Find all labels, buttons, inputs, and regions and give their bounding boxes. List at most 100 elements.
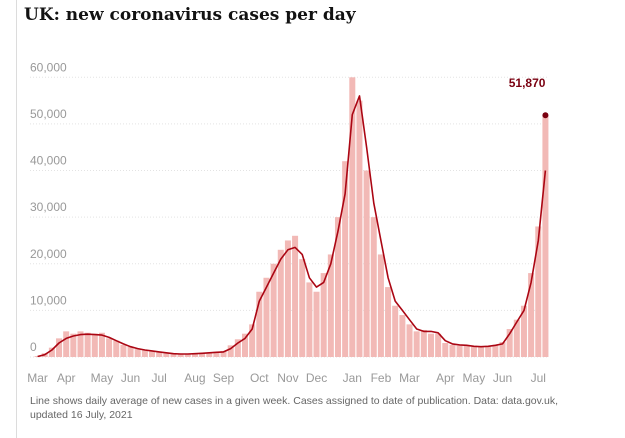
bar xyxy=(170,353,177,357)
bar xyxy=(413,331,420,357)
bar xyxy=(98,332,105,357)
bar xyxy=(199,352,206,357)
bar xyxy=(270,263,277,357)
x-tick-label: Mar xyxy=(27,371,48,385)
bar xyxy=(48,347,55,357)
bar xyxy=(385,287,392,357)
y-tick-label: 10,000 xyxy=(30,293,67,307)
bar xyxy=(106,338,113,357)
bar xyxy=(470,346,477,357)
bar xyxy=(220,350,227,357)
bar xyxy=(141,350,148,357)
bar xyxy=(184,353,191,357)
x-tick-label: Apr xyxy=(57,371,76,385)
bar xyxy=(292,235,299,357)
bar xyxy=(363,170,370,357)
y-tick-label: 0 xyxy=(30,340,37,354)
bar xyxy=(313,291,320,357)
bar xyxy=(91,333,98,357)
bar xyxy=(463,345,470,357)
bar xyxy=(356,100,363,358)
bar xyxy=(299,259,306,357)
bar xyxy=(70,333,77,357)
note: Line shows daily average of new cases in… xyxy=(30,395,558,407)
bar xyxy=(520,305,527,357)
bar xyxy=(149,351,156,357)
bar xyxy=(342,161,349,357)
x-tick-label: Feb xyxy=(371,371,392,385)
y-tick-label: 40,000 xyxy=(30,154,67,168)
x-tick-label: Jun xyxy=(493,371,512,385)
chart-title: UK: new coronavirus cases per day xyxy=(24,5,357,25)
bar xyxy=(77,331,84,357)
x-tick-label: Jul xyxy=(152,371,167,385)
bar xyxy=(406,324,413,357)
bar xyxy=(377,254,384,357)
bar xyxy=(370,217,377,357)
y-tick-label: 30,000 xyxy=(30,200,67,214)
bar xyxy=(306,282,313,357)
x-tick-label: Sep xyxy=(213,371,235,385)
bar xyxy=(528,273,535,357)
bar xyxy=(420,329,427,357)
bar xyxy=(327,254,334,357)
x-tick-label: May xyxy=(463,371,486,385)
bar xyxy=(249,324,256,357)
x-tick-label: Mar xyxy=(399,371,420,385)
x-tick-label: Nov xyxy=(277,371,298,385)
bar xyxy=(442,343,449,357)
bar xyxy=(399,315,406,357)
bar xyxy=(499,342,506,357)
x-tick-label: Apr xyxy=(436,371,455,385)
bar xyxy=(213,351,220,357)
bar xyxy=(485,346,492,357)
x-tick-label: Dec xyxy=(306,371,327,385)
bar xyxy=(127,346,134,357)
bar xyxy=(492,344,499,357)
y-tick-label: 60,000 xyxy=(30,60,67,74)
x-tick-label: Jul xyxy=(531,371,546,385)
x-tick-label: Aug xyxy=(184,371,205,385)
x-tick-label: Jan xyxy=(343,371,362,385)
bar xyxy=(349,77,356,357)
bar xyxy=(456,345,463,357)
bar xyxy=(63,331,70,357)
bar xyxy=(120,344,127,357)
bar xyxy=(277,249,284,357)
bar xyxy=(34,356,41,357)
bar xyxy=(206,352,213,357)
bar xyxy=(263,277,270,357)
bar xyxy=(242,333,249,357)
note: updated 16 July, 2021 xyxy=(30,409,133,421)
bar xyxy=(234,339,241,357)
bar xyxy=(227,345,234,357)
bar xyxy=(320,273,327,357)
bar xyxy=(84,332,91,357)
bar xyxy=(535,226,542,357)
y-tick-label: 20,000 xyxy=(30,247,67,261)
bar xyxy=(177,353,184,357)
bar xyxy=(284,240,291,357)
bar xyxy=(113,340,120,357)
annotation-dot xyxy=(542,112,549,119)
bar xyxy=(334,217,341,357)
annotation-label: 51,870 xyxy=(509,76,546,90)
bar xyxy=(513,319,520,357)
bar xyxy=(392,305,399,357)
bar xyxy=(427,333,434,357)
bar xyxy=(256,291,263,357)
bar xyxy=(163,353,170,357)
bar xyxy=(156,352,163,357)
bar xyxy=(506,329,513,357)
bar xyxy=(56,338,63,357)
bar xyxy=(191,353,198,357)
bar xyxy=(449,344,456,357)
x-tick-label: Jun xyxy=(121,371,140,385)
bar xyxy=(134,349,141,357)
bar xyxy=(435,333,442,357)
x-tick-label: May xyxy=(91,371,114,385)
bar xyxy=(542,115,549,357)
y-tick-label: 50,000 xyxy=(30,107,67,121)
x-tick-label: Oct xyxy=(250,371,269,385)
